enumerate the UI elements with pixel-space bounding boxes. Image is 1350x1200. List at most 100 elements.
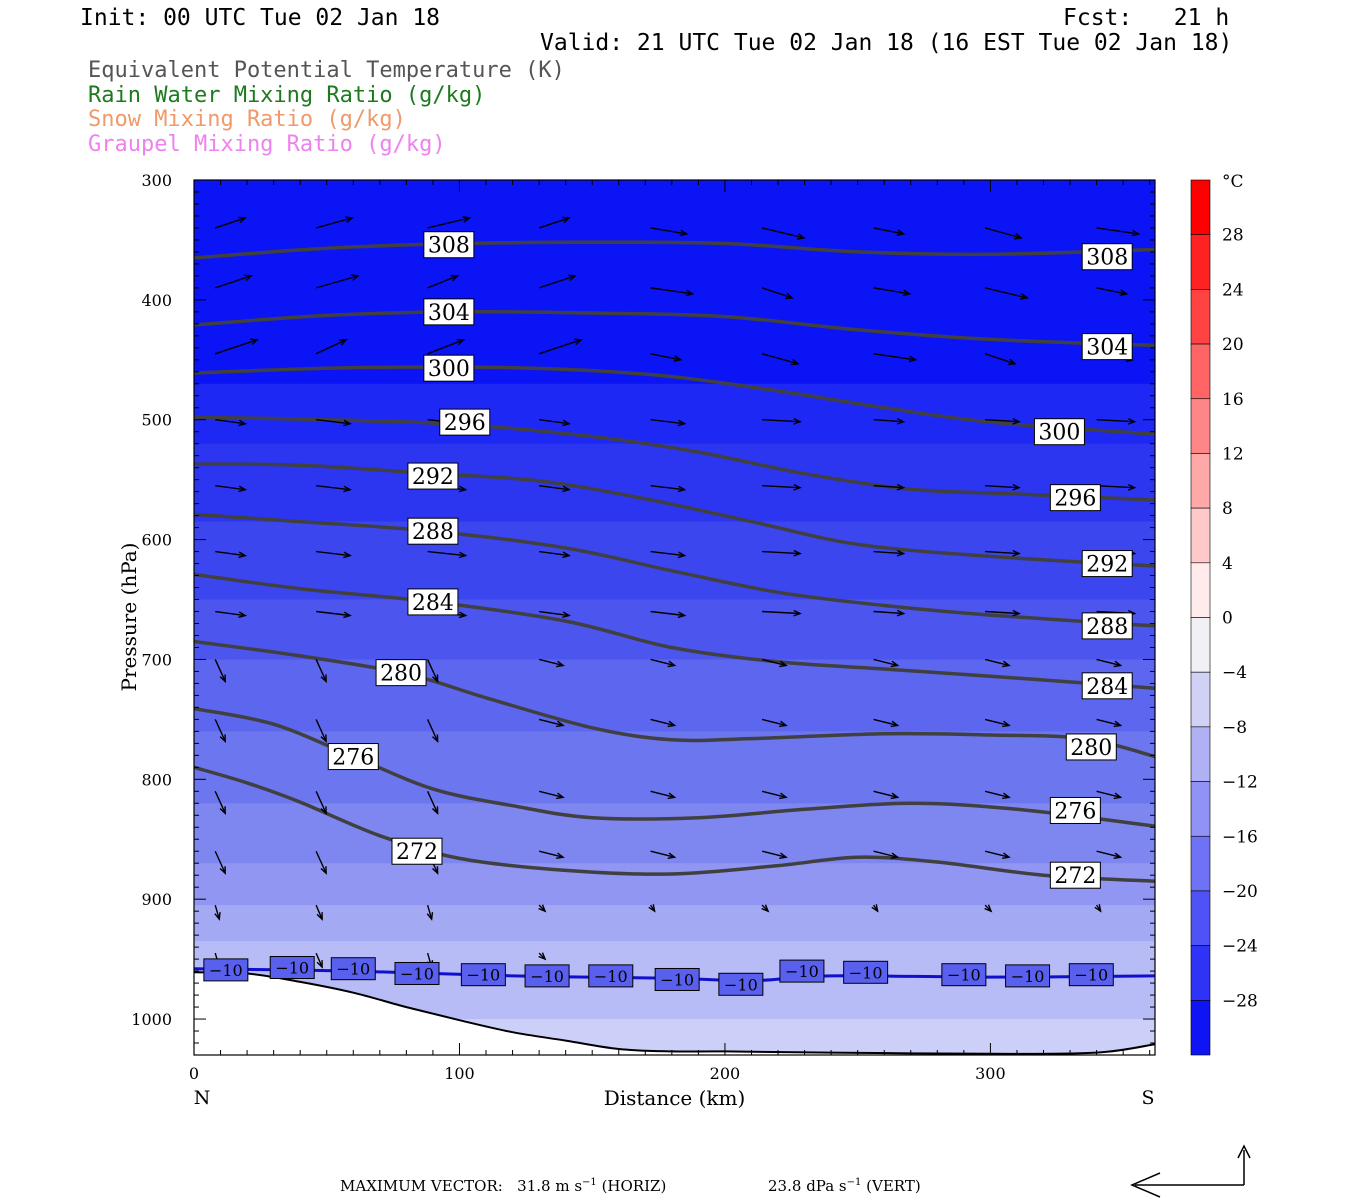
theta-e-contour-284 — [194, 572, 1155, 690]
theta-e-label-box — [375, 659, 427, 687]
wind-vector-head — [538, 952, 547, 961]
wind-vector — [538, 217, 570, 229]
temp-label-box — [779, 959, 825, 983]
colorbar-label: −12 — [1222, 773, 1258, 793]
wind-vector-head — [568, 274, 577, 282]
wind-vector-head — [1020, 293, 1029, 300]
wind-vector-head — [450, 275, 460, 282]
y-tick-label: 400 — [141, 291, 172, 310]
wind-vector-head — [458, 551, 468, 559]
wind-vector — [984, 718, 1010, 727]
wind-vector-head — [339, 339, 348, 346]
wind-vector-head — [343, 551, 352, 559]
wind-vector — [873, 550, 904, 555]
wind-vector-head — [793, 418, 802, 425]
theta-e-label-box — [1049, 861, 1101, 889]
wind-vector-head — [556, 792, 565, 800]
wind-vector-head — [431, 734, 439, 744]
wind-vector — [214, 791, 226, 814]
init-time: Init: 00 UTC Tue 02 Jan 18 — [80, 5, 441, 31]
wind-vector-head — [793, 609, 802, 617]
wind-vector — [1096, 419, 1135, 423]
temp-label: −10 — [336, 960, 370, 979]
wind-vector — [873, 790, 898, 798]
wind-vector — [650, 287, 693, 295]
wind-vector-head — [556, 852, 565, 860]
theta-e-contour-304 — [194, 309, 1155, 348]
colorbar-segment — [1190, 1000, 1211, 1056]
temp-label: −10 — [466, 966, 500, 985]
wind-vector — [650, 227, 687, 235]
wind-vector-head — [871, 904, 879, 913]
wind-vector — [762, 484, 801, 489]
wind-vector-head — [1119, 289, 1129, 296]
theta-e-label: 288 — [1086, 615, 1128, 640]
wind-vector-head — [316, 960, 323, 969]
theta-e-label: 304 — [428, 301, 470, 326]
wind-vector-head — [316, 912, 323, 921]
plot-border — [193, 179, 1156, 1056]
theta-e-contour-280 — [194, 639, 1155, 759]
wind-vector — [761, 353, 799, 365]
wind-vector — [761, 227, 805, 239]
theta-e-label-box — [1081, 612, 1133, 640]
wind-vector — [426, 791, 439, 814]
vert-exp: −1 — [846, 1177, 862, 1188]
wind-vector — [1096, 227, 1139, 235]
wind-vector-head — [1113, 720, 1123, 728]
wind-vector-head — [1014, 233, 1023, 240]
temp-label: −10 — [1074, 966, 1108, 985]
horiz-value: 31.8 — [517, 1177, 551, 1195]
wind-vector-head — [761, 904, 770, 913]
temp-label-box — [1005, 964, 1051, 988]
wind-vector-head — [667, 660, 677, 668]
theta-e-label: 292 — [1086, 553, 1128, 578]
y-tick-label: 900 — [141, 890, 172, 909]
wind-vector — [538, 339, 582, 355]
wind-vector-head — [791, 358, 800, 366]
temp-label: −10 — [594, 967, 628, 986]
wind-vector-head — [462, 216, 472, 223]
wind-vector-head — [1002, 720, 1011, 728]
wind-vector-head — [556, 720, 565, 728]
theta-e-label: 296 — [1054, 487, 1096, 512]
theta-e-label-box — [407, 517, 459, 545]
wind-vector — [761, 718, 787, 727]
wind-vector — [984, 658, 1010, 667]
temp-label-box — [843, 960, 889, 984]
temp-label-box — [394, 961, 440, 985]
wind-vector-head — [431, 674, 439, 684]
wind-vector — [873, 419, 904, 423]
wind-vector-head — [562, 419, 571, 427]
wind-vector — [315, 659, 327, 682]
colorbar-segment — [1190, 726, 1211, 782]
ref-vector-vertical-head — [1237, 1144, 1251, 1159]
wind-vector-head — [793, 549, 802, 557]
colorbar-label: −28 — [1222, 991, 1258, 1011]
theta-e-label: 292 — [412, 465, 454, 490]
wind-vector — [873, 610, 904, 615]
wind-vector-head — [1002, 852, 1011, 860]
temp-label: −10 — [1011, 967, 1045, 986]
wind-vector-head — [426, 912, 434, 921]
wind-vector — [427, 217, 470, 229]
colorbar-segment — [1190, 835, 1211, 892]
theta-e-label-box — [407, 588, 459, 616]
wind-vector — [426, 659, 439, 682]
vert-unit: dPa s — [806, 1177, 847, 1195]
wind-vector — [1096, 790, 1121, 798]
wind-vector — [985, 419, 1020, 423]
wind-vector-head — [648, 904, 656, 913]
colorbar-segment — [1190, 617, 1211, 673]
wind-vector — [1096, 484, 1135, 489]
theta-e-label-box — [1049, 796, 1101, 824]
wind-vector — [316, 610, 351, 617]
wind-vector-head — [1113, 852, 1123, 860]
terrain-line — [194, 971, 1155, 1055]
theta-e-label-box — [1065, 733, 1117, 761]
wind-vector — [761, 850, 787, 858]
wind-vector — [1096, 658, 1121, 667]
wind-vector-head — [538, 904, 547, 913]
wind-vector — [538, 790, 564, 798]
temp-label-box — [588, 964, 634, 988]
